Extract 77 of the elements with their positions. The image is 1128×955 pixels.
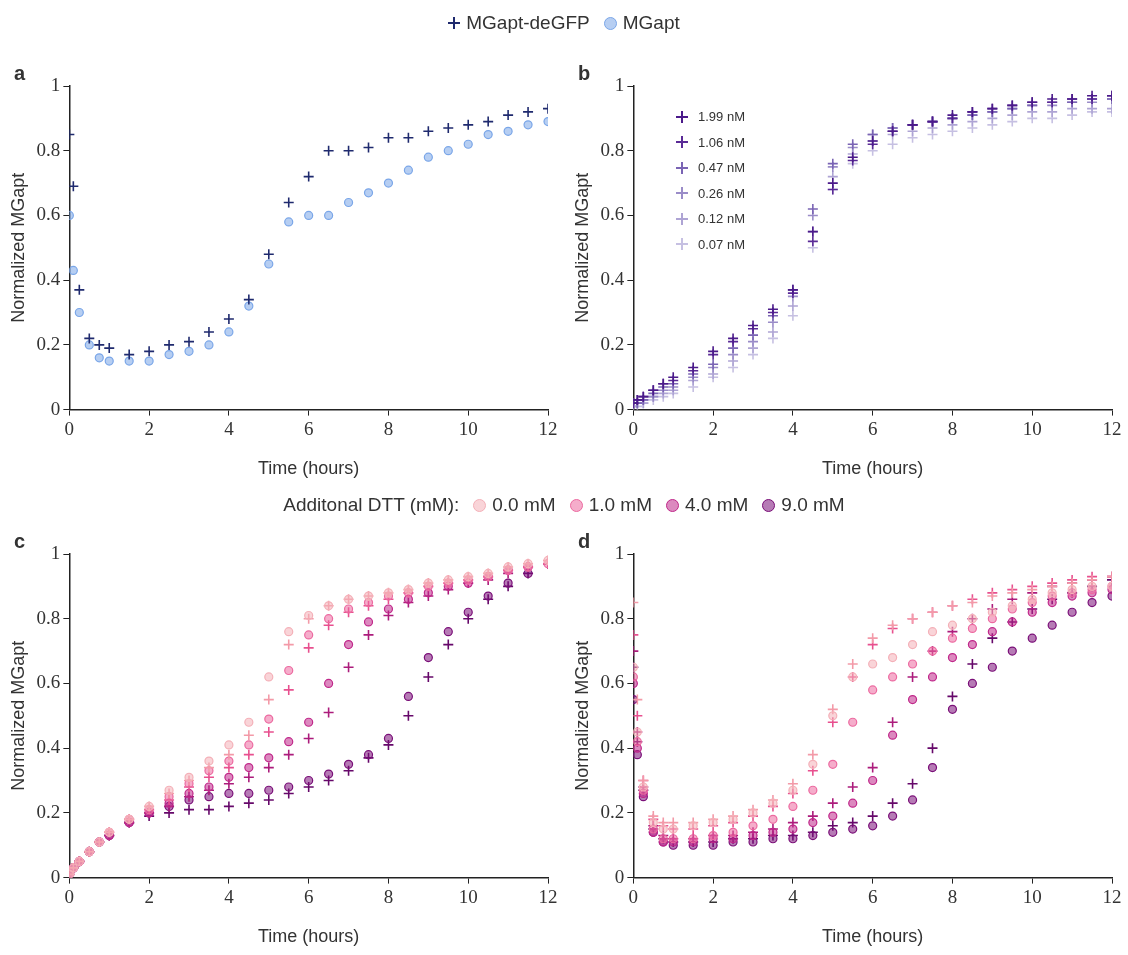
x-tick-label: 12: [1102, 885, 1122, 907]
y-axis-title: Normalized MGapt: [571, 172, 592, 323]
x-tick-label: 0: [64, 885, 75, 907]
y-tick-label: 0.4: [600, 736, 625, 758]
x-axis-title: Time (hours): [258, 458, 360, 479]
x-tick-label: 8: [383, 885, 394, 907]
y-tick-label: 0: [614, 865, 625, 887]
legend-label: 9.0 mM: [781, 494, 845, 516]
y-tick-label: 0.6: [600, 671, 625, 693]
x-axis-title: Time (hours): [822, 458, 924, 479]
y-tick-label: 0.6: [600, 203, 625, 225]
y-tick-label: 0.6: [36, 203, 61, 225]
legend-title: Additonal DTT (mM):: [283, 494, 460, 516]
chart-title: a: [14, 62, 26, 85]
x-tick-label: 0: [628, 885, 639, 907]
y-tick-label: 0.2: [600, 332, 625, 354]
y-axis-title: Normalized MGapt: [7, 640, 28, 791]
legend-label: 1.0 mM: [588, 494, 652, 516]
x-tick-label: 10: [458, 417, 478, 439]
x-tick-label: 4: [788, 885, 799, 907]
x-tick-label: 0: [628, 417, 639, 439]
y-tick-label: 0.2: [36, 800, 61, 822]
y-tick-label: 0.8: [600, 138, 625, 160]
y-tick-label: 0.6: [36, 671, 61, 693]
y-tick-label: 1: [614, 73, 625, 95]
x-tick-label: 2: [144, 885, 154, 907]
y-tick-label: 0.8: [36, 138, 61, 160]
legend-label: 0.26 nM: [698, 185, 745, 201]
y-tick-label: 0.4: [36, 268, 61, 290]
chart-title: c: [14, 530, 26, 553]
x-tick-label: 8: [947, 885, 958, 907]
x-tick-label: 2: [708, 885, 718, 907]
legend-label: 0.07 nM: [698, 236, 745, 252]
x-tick-label: 4: [788, 417, 799, 439]
y-tick-label: 1: [614, 541, 625, 563]
legend-label: 0.12 nM: [698, 211, 745, 227]
x-tick-label: 2: [144, 417, 154, 439]
x-tick-label: 4: [224, 417, 235, 439]
x-tick-label: 12: [538, 417, 558, 439]
legend-label: MGapt-deGFP: [466, 12, 590, 34]
y-tick-label: 0: [614, 397, 625, 419]
legend-label: 0.47 nM: [698, 160, 745, 176]
x-axis-title: Time (hours): [258, 926, 360, 947]
x-tick-label: 6: [867, 885, 878, 907]
y-tick-label: 0.4: [600, 268, 625, 290]
x-tick-label: 12: [1102, 417, 1122, 439]
x-tick-label: 2: [708, 417, 718, 439]
legend-label: 0.0 mM: [492, 494, 556, 516]
x-tick-label: 6: [867, 417, 878, 439]
x-tick-label: 6: [303, 885, 314, 907]
y-tick-label: 0.8: [600, 606, 625, 628]
chart-title: b: [578, 62, 591, 85]
y-axis-title: Normalized MGapt: [7, 172, 28, 323]
y-tick-label: 0: [50, 865, 61, 887]
y-tick-label: 0.2: [600, 800, 625, 822]
x-tick-label: 6: [303, 417, 314, 439]
y-tick-label: 1: [50, 73, 61, 95]
y-tick-label: 0.2: [36, 332, 61, 354]
legend-label: 1.06 nM: [698, 134, 745, 150]
y-tick-label: 0.8: [36, 606, 61, 628]
chart-title: d: [578, 530, 591, 553]
x-tick-label: 8: [383, 417, 394, 439]
y-axis-title: Normalized MGapt: [571, 640, 592, 791]
x-tick-label: 0: [64, 417, 75, 439]
x-tick-label: 10: [458, 885, 478, 907]
legend-label: 1.99 nM: [698, 109, 745, 125]
legend-label: 4.0 mM: [684, 494, 749, 516]
x-tick-label: 10: [1022, 885, 1042, 907]
x-axis-title: Time (hours): [822, 926, 924, 947]
y-tick-label: 0: [50, 397, 61, 419]
y-tick-label: 0.4: [36, 736, 61, 758]
y-tick-label: 1: [50, 541, 61, 563]
x-tick-label: 4: [224, 885, 235, 907]
x-tick-label: 12: [538, 885, 558, 907]
legend-label: MGapt: [622, 12, 680, 34]
x-tick-label: 10: [1022, 417, 1042, 439]
x-tick-label: 8: [947, 417, 958, 439]
